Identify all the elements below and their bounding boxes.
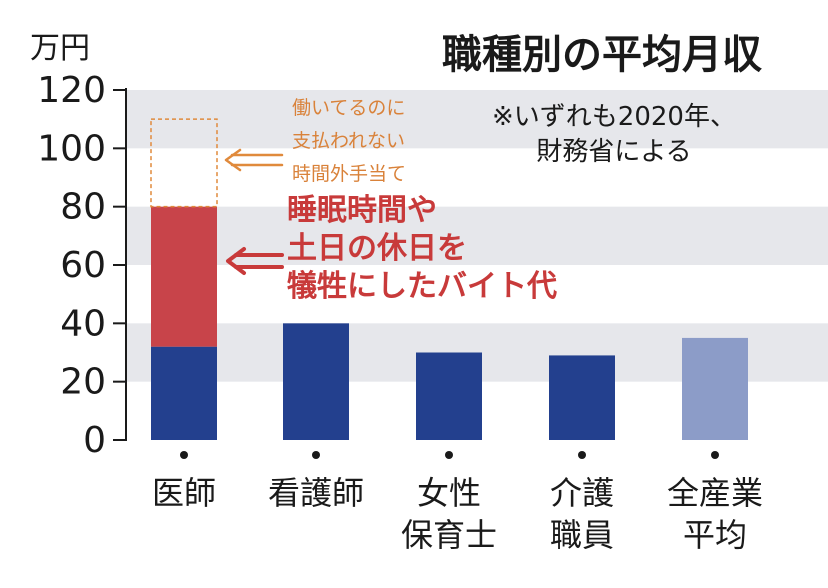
category-marker: [180, 451, 188, 459]
side-job-annotation: 睡眠時間や 土日の休日を 犠牲にしたバイト代: [226, 193, 557, 304]
bars: [150, 118, 748, 440]
category-label: 看護師: [268, 474, 364, 512]
category-label: 保育士: [401, 516, 497, 554]
grid-bands: [126, 90, 828, 382]
side-job-label: 土日の休日を: [287, 231, 467, 266]
y-tick-label: 20: [60, 362, 106, 403]
unpaid-overtime-label: 支払われない: [292, 130, 405, 152]
bar-base: [151, 346, 217, 440]
side-job-label: 睡眠時間や: [287, 193, 437, 228]
y-axis: 0 20 40 60 80 100 120: [37, 70, 126, 461]
grid-band: [126, 90, 828, 149]
y-tick-label: 0: [83, 420, 106, 461]
arrow-left-icon: [226, 247, 284, 275]
category-label: 女性: [417, 474, 481, 512]
y-tick-label: 60: [60, 245, 106, 286]
bar-side-job: [151, 206, 217, 347]
category-marker: [445, 451, 453, 459]
y-tick-label: 40: [60, 303, 106, 344]
bar-base: [416, 352, 482, 440]
source-note-line: 財務省による: [536, 137, 691, 167]
category-label: 職員: [550, 516, 614, 554]
unpaid-overtime-label: 働いてるのに: [292, 97, 405, 119]
bar-base: [283, 323, 349, 440]
category-label: 全産業: [667, 474, 763, 512]
y-tick-label: 100: [37, 128, 106, 169]
source-note-line: ※いずれも2020年、: [492, 102, 736, 132]
y-tick-label: 120: [37, 70, 106, 111]
unpaid-overtime-annotation: 働いてるのに 支払われない 時間外手当て: [224, 97, 406, 185]
category-marker: [578, 451, 586, 459]
category-label: 介護: [550, 474, 614, 512]
source-note: ※いずれも2020年、 財務省による: [492, 102, 736, 167]
unit-label: 万円: [30, 31, 90, 66]
y-tick-label: 80: [60, 187, 106, 228]
unpaid-overtime-label: 時間外手当て: [292, 163, 406, 185]
arrow-left-icon: [224, 148, 284, 172]
category-label: 医師: [152, 474, 216, 512]
bar-base: [682, 337, 748, 440]
category-label: 平均: [683, 516, 747, 554]
side-job-label: 犠牲にしたバイト代: [287, 269, 557, 304]
category-marker: [312, 451, 320, 459]
chart-title: 職種別の平均月収: [442, 32, 762, 78]
category-marker: [711, 451, 719, 459]
bar-base: [549, 355, 615, 440]
